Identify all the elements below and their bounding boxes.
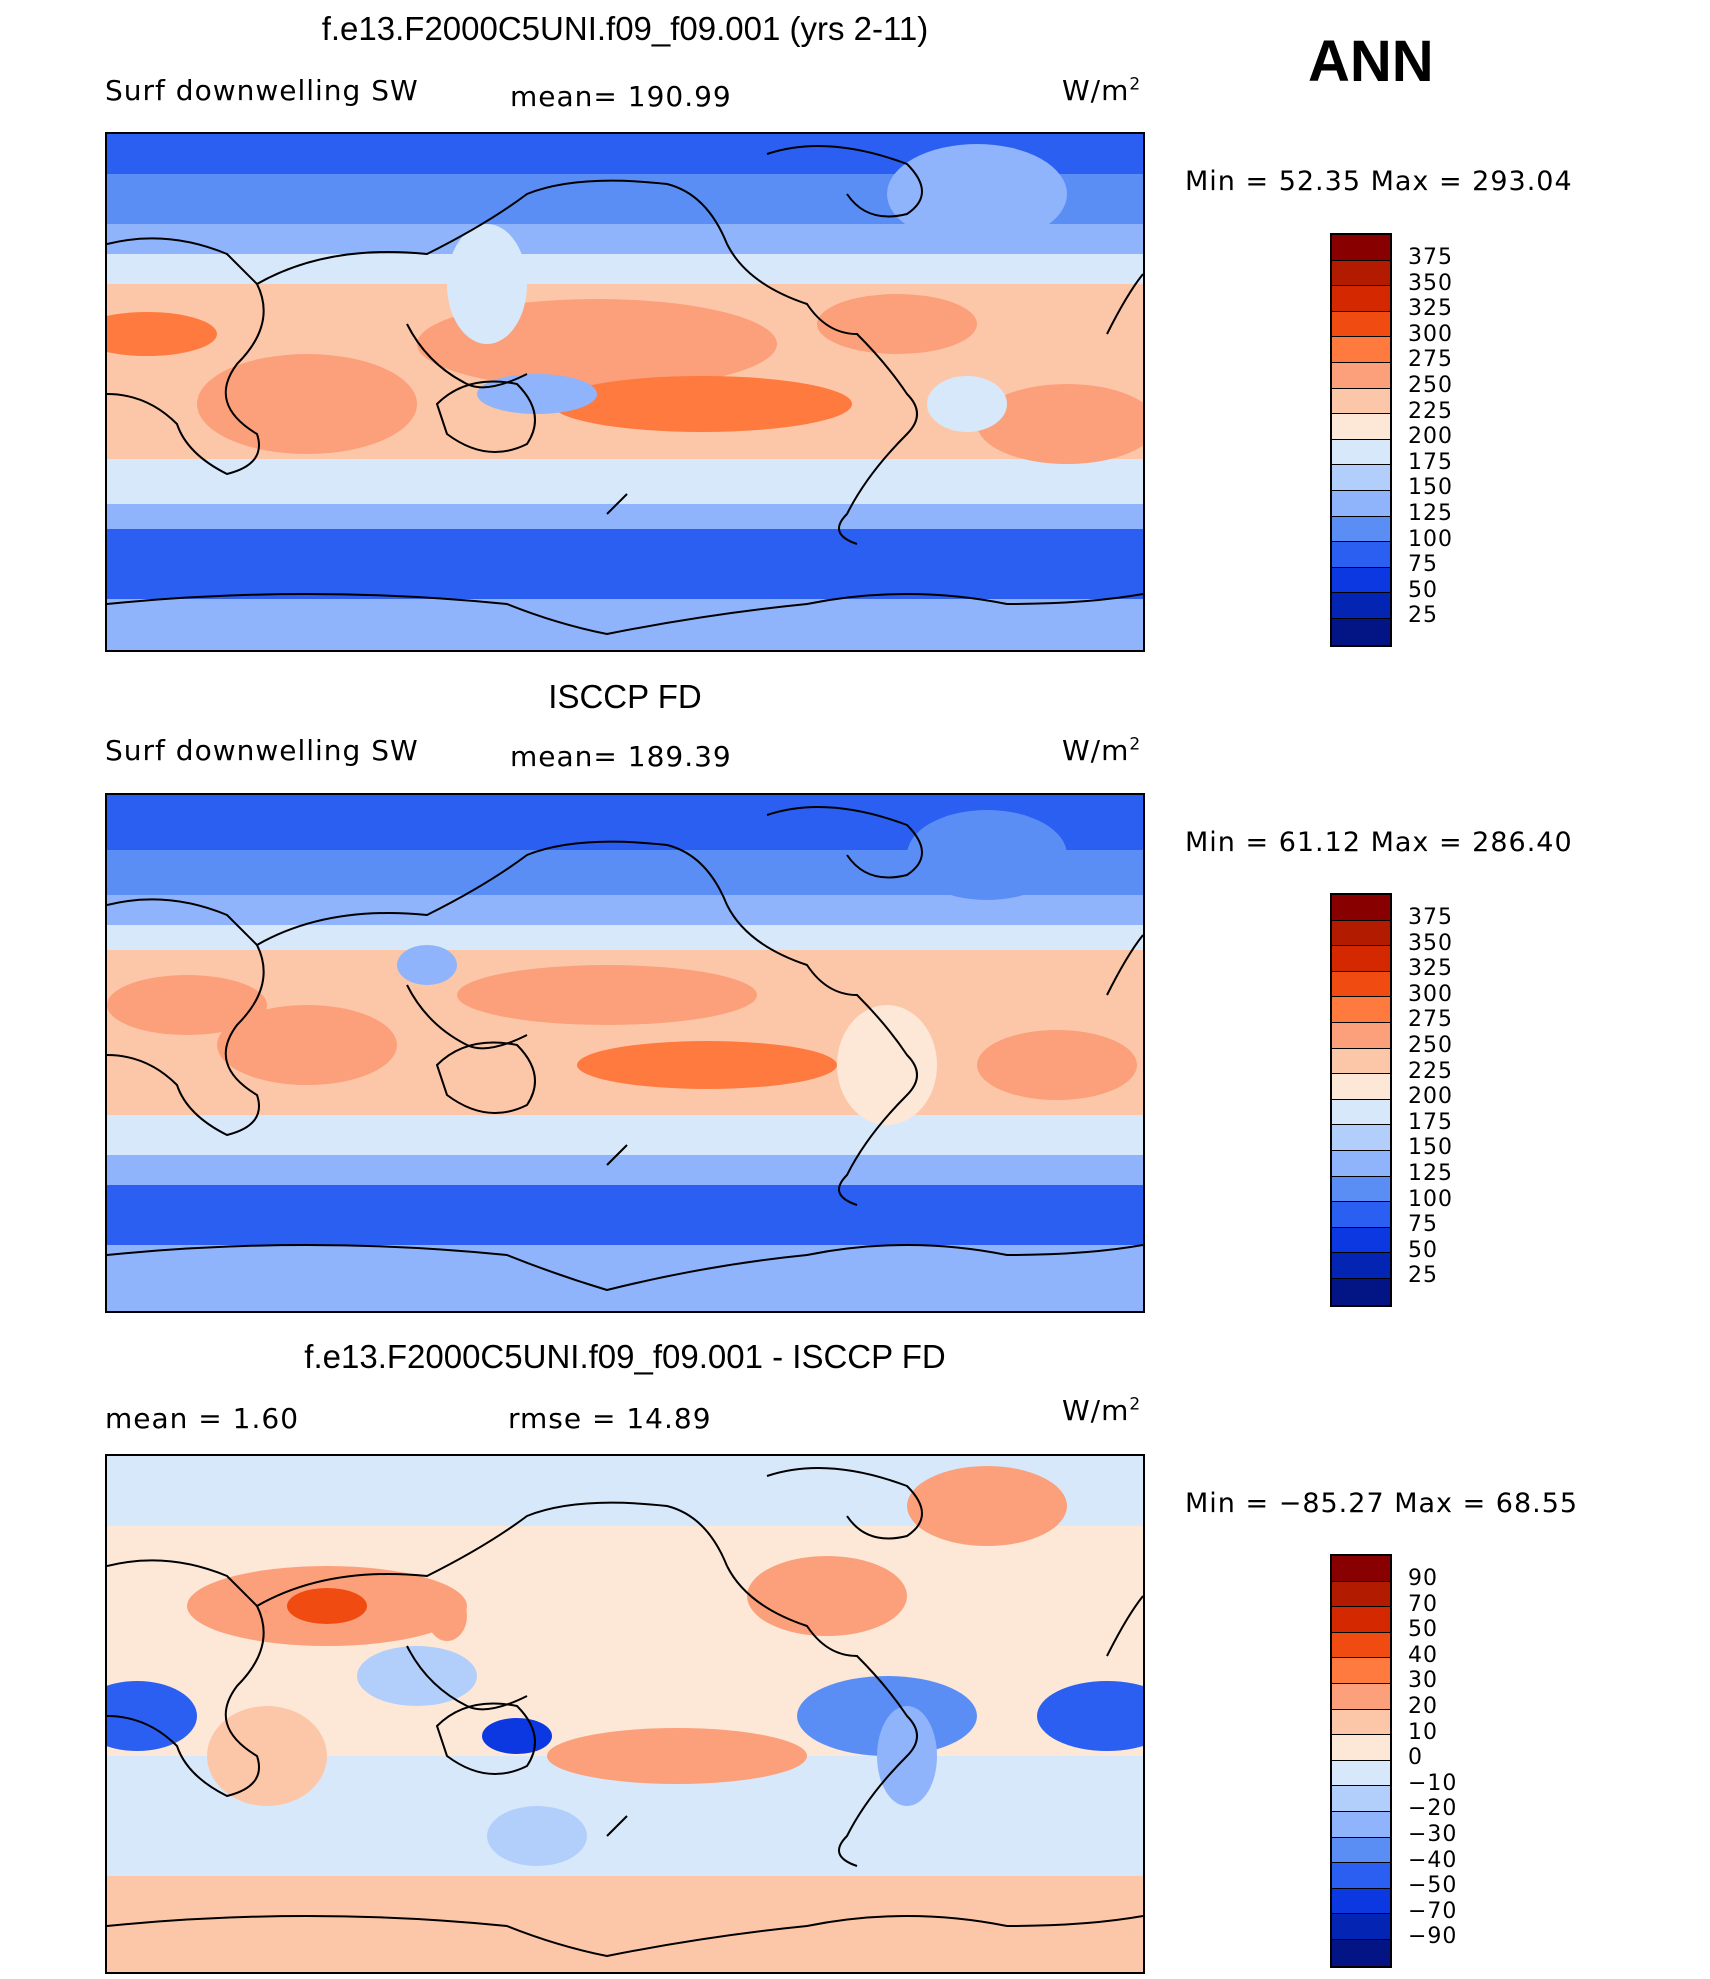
colorbar-tick-label: 150 [1408,475,1453,500]
colorbar-tick-label: 275 [1408,347,1453,372]
feature-atlantic-min-west [107,1681,197,1751]
colorbar-tick-label: 50 [1408,1238,1438,1263]
colorbar-tick-label: 225 [1408,399,1453,424]
colorbar-tick-label: 25 [1408,603,1438,628]
colorbar-tick-label: −50 [1408,1873,1458,1898]
colorbar-tick-label: 90 [1408,1566,1438,1591]
colorbar-tick-label: 375 [1408,245,1453,270]
obs-mean-label: mean= 189.39 [510,740,732,773]
feature-sahara-max [107,312,217,356]
colorbar-tick-label: 175 [1408,1110,1453,1135]
colorbar-tick-label: 40 [1408,1643,1438,1668]
colorbar-tick-label: 75 [1408,1212,1438,1237]
diff-rmse-label: rmse = 14.89 [508,1402,712,1435]
feature-maritime-min [482,1718,552,1754]
feature-atlantic-min-east [1037,1681,1143,1751]
obs-colorbar [1330,893,1392,1307]
colorbar-tick-label: 200 [1408,424,1453,449]
colorbar-tick-label: −30 [1408,1822,1458,1847]
obs-variable-label: Surf downwelling SW [105,734,419,767]
band-antarctica [107,599,1143,650]
diff-colorbar [1330,1554,1392,1968]
model-variable-label: Surf downwelling SW [105,74,419,107]
obs-units-label: W/m2 [1062,734,1142,767]
colorbar-tick-label: 200 [1408,1084,1453,1109]
model-mean-label: mean= 190.99 [510,80,732,113]
model-map-panel [105,132,1145,652]
obs-minmax-label: Min = 61.12 Max = 286.40 [1185,827,1573,858]
colorbar-tick-label: 300 [1408,982,1453,1007]
feature-se-pacific-max [552,376,852,432]
colorbar-tick-label: 275 [1408,1007,1453,1032]
colorbar-tick-label: 10 [1408,1720,1438,1745]
colorbar-tick-label: 0 [1408,1745,1423,1770]
colorbar-tick-label: 175 [1408,450,1453,475]
diff-map [107,1456,1143,1972]
feature-tibet-max [287,1588,367,1624]
model-units-label: W/m2 [1062,74,1142,107]
colorbar-tick-label: 30 [1408,1668,1438,1693]
model-map [107,134,1143,650]
band-southern-ocean [107,529,1143,599]
model-minmax-label: Min = 52.35 Max = 293.04 [1185,166,1573,197]
colorbar-tick-label: 20 [1408,1694,1438,1719]
colorbar-tick-label: 375 [1408,905,1453,930]
colorbar-tick-label: 75 [1408,552,1438,577]
colorbar-tick-label: 325 [1408,956,1453,981]
colorbar-tick-label: 125 [1408,501,1453,526]
colorbar-tick-label: 300 [1408,322,1453,347]
colorbar-tick-label: −90 [1408,1924,1458,1949]
colorbar-tick-label: 325 [1408,296,1453,321]
season-label: ANN [1308,29,1434,94]
colorbar-tick-label: −70 [1408,1899,1458,1924]
colorbar-tick-label: 50 [1408,578,1438,603]
coastlines [107,806,1143,1292]
colorbar-tick-label: 250 [1408,1033,1453,1058]
colorbar-tick-label: −40 [1408,1848,1458,1873]
coastlines [107,145,1143,636]
colorbar-tick-label: 100 [1408,527,1453,552]
diff-minmax-label: Min = −85.27 Max = 68.55 [1185,1488,1579,1519]
diff-mean-label: mean = 1.60 [105,1402,300,1435]
obs-panel-title: ISCCP FD [548,678,702,715]
colorbar-tick-label: 250 [1408,373,1453,398]
colorbar-tick-label: 70 [1408,1592,1438,1617]
colorbar-tick-label: −10 [1408,1771,1458,1796]
obs-map-panel [105,793,1145,1313]
colorbar-tick-label: −20 [1408,1796,1458,1821]
colorbar-tick-label: 225 [1408,1059,1453,1084]
colorbar-tick-label: 25 [1408,1263,1438,1288]
colorbar-tick-label: 125 [1408,1161,1453,1186]
diff-units-label: W/m2 [1062,1394,1142,1427]
model-panel-title: f.e13.F2000C5UNI.f09_f09.001 (yrs 2-11) [321,10,929,47]
colorbar-tick-label: 50 [1408,1617,1438,1642]
model-colorbar [1330,233,1392,647]
colorbar-tick-label: 150 [1408,1135,1453,1160]
colorbar-tick-label: 350 [1408,931,1453,956]
diff-panel-title: f.e13.F2000C5UNI.f09_f09.001 - ISCCP FD [304,1338,946,1375]
obs-map [107,795,1143,1311]
colorbar-tick-label: 350 [1408,271,1453,296]
feature-greenland [887,144,1067,244]
colorbar-tick-label: 100 [1408,1187,1453,1212]
coastlines [107,1467,1143,1958]
diff-map-panel [105,1454,1145,1974]
